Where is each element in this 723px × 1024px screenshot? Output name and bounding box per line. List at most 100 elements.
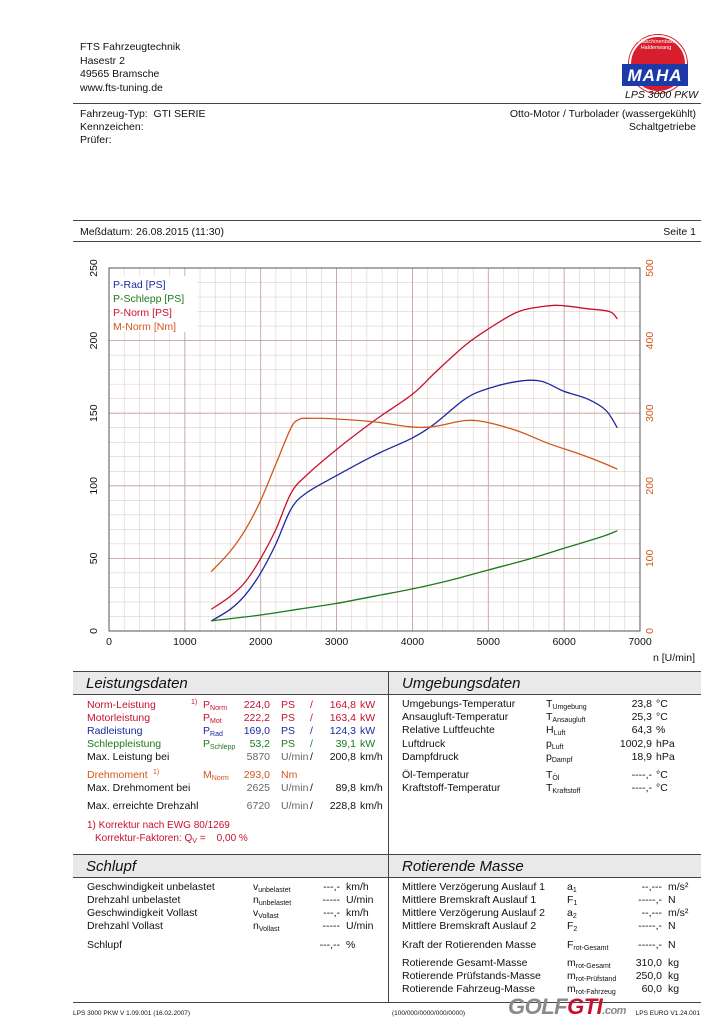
- series-point-3: [275, 463, 277, 465]
- row-unit: °C: [656, 782, 668, 794]
- symbol: a: [567, 907, 573, 919]
- series-point-3: [245, 528, 246, 530]
- series-line-1: [211, 530, 618, 622]
- footer-mid: (100/000/0000/000/0000): [392, 1010, 466, 1017]
- row-label: Motorleistung: [87, 712, 151, 724]
- series-point-2: [412, 393, 413, 395]
- y-right-tick-label: 500: [644, 259, 656, 277]
- row-value: --,---: [641, 881, 662, 893]
- series-point-2: [211, 608, 212, 610]
- row-value: -----,-: [638, 939, 662, 951]
- legend-entry: P-Norm [PS]: [113, 307, 172, 319]
- series-point-0: [290, 508, 292, 510]
- separator: /: [310, 725, 313, 737]
- row-label: Dampfdruck: [402, 751, 459, 763]
- umgebung-row: Umgebungs-Temperatur TUmgebung 23,8 °C: [0, 698, 700, 711]
- series-point-2: [518, 311, 520, 312]
- series-point-3: [260, 499, 262, 501]
- row-value: -----: [322, 894, 340, 906]
- row-value: 18,9: [631, 751, 652, 763]
- row-unit: m/s²: [668, 881, 689, 893]
- type-label: Fahrzeug-Typ:: [80, 108, 148, 120]
- x-tick-label: 4000: [401, 636, 425, 648]
- value-rpm: 5870: [246, 751, 270, 763]
- row-label: Rotierende Fahrzeug-Masse: [402, 983, 536, 995]
- value-ps: 224,0: [243, 699, 270, 711]
- symbol-cell: TÖl: [546, 769, 559, 782]
- symbol-cell: PMot: [203, 712, 222, 725]
- row-value: 64,3: [631, 724, 652, 736]
- value-kw: 124,3: [329, 725, 356, 737]
- chart-series: [210, 304, 618, 622]
- x-tick-label: 0: [106, 636, 112, 648]
- separator: /: [310, 712, 313, 724]
- symbol: P: [203, 738, 211, 750]
- series-point-3: [601, 462, 603, 463]
- series-point-1: [563, 547, 565, 549]
- row-label: Kraftstoff-Temperatur: [402, 782, 501, 794]
- symbol-cell: TAnsaugluft: [546, 711, 586, 724]
- column-divider: [388, 854, 389, 1002]
- row-value: -----,-: [638, 920, 662, 932]
- series-point-2: [336, 449, 337, 450]
- row-value: ---,-: [323, 907, 340, 919]
- row-unit: °C: [656, 698, 668, 710]
- unit-ps: PS: [281, 712, 296, 724]
- series-point-0: [374, 454, 375, 456]
- row-value: --,---: [641, 907, 662, 919]
- symbol-subscript: Vollast: [258, 913, 279, 920]
- row-label: Drehzahl Vollast: [87, 920, 163, 932]
- symbol-cell: TUmgebung: [546, 698, 587, 711]
- series-point-0: [336, 475, 337, 477]
- row-value: 23,8: [631, 698, 652, 710]
- unit-ps: PS: [281, 699, 296, 711]
- series-line-2: [211, 304, 618, 610]
- leistung-row: Norm-Leistung 1) PNorm 224,0 PS / 164,8 kW: [0, 699, 388, 712]
- symbol-subscript: rot-Gesamt: [573, 945, 609, 952]
- row-value: 310,0: [635, 957, 662, 969]
- series-point-1: [374, 595, 375, 597]
- watermark-a: GOLF: [508, 994, 568, 1019]
- symbol-cell: F1: [567, 894, 577, 907]
- row-label: Mittlere Verzögerung Auslauf 1: [402, 881, 546, 893]
- separator: /: [310, 699, 313, 711]
- unit-speed: km/h: [360, 782, 383, 794]
- symbol-cell: nVollast: [253, 920, 279, 933]
- series-point-3: [465, 420, 466, 421]
- y-left-tick-label: 0: [88, 628, 100, 634]
- symbol-subscript: Luft: [551, 744, 564, 751]
- symbol-cell: PNorm: [203, 699, 227, 712]
- rotierend-row: Mittlere Bremskraft Auslauf 2 F2 -----,- N: [0, 920, 700, 933]
- symbol-cell: mrot-Prüfstand: [567, 970, 616, 983]
- symbol: T: [546, 698, 553, 710]
- row-unit: °C: [656, 769, 668, 781]
- series-point-3: [374, 421, 375, 423]
- series-point-2: [563, 305, 565, 307]
- series-point-0: [434, 422, 436, 424]
- product-name: LPS 3000 PKW: [625, 89, 698, 101]
- schlupf-row: Geschwindigkeit Vollast vVollast ---,- km/h: [0, 907, 700, 920]
- value-kw: 163,4: [329, 712, 356, 724]
- row-value: 250,0: [635, 970, 662, 982]
- symbol-cell: pDampf: [546, 751, 572, 764]
- symbol-subscript: unbelastet: [258, 900, 292, 907]
- chart-grid: [108, 267, 641, 632]
- series-point-1: [601, 536, 603, 538]
- symbol-subscript: Dampf: [551, 757, 573, 764]
- symbol: p: [546, 738, 552, 750]
- series-point-1: [487, 569, 489, 571]
- leistung-row: Motorleistung PMot 222,2 PS / 163,4 kW: [0, 712, 388, 725]
- section-band: [73, 854, 701, 878]
- row-label: Norm-Leistung: [87, 699, 156, 711]
- company-city: 49565 Bramsche: [80, 68, 160, 80]
- series-point-1: [449, 579, 451, 581]
- value-ps: 169,0: [243, 725, 270, 737]
- row-value: ----,-: [631, 782, 652, 794]
- footnote-mark: 1): [191, 699, 198, 706]
- schlupf-row: Schlupf ---,--%: [0, 939, 700, 952]
- schlupf-row: Drehzahl Vollast nVollast ----- U/min: [0, 920, 700, 933]
- unit-kw: kW: [360, 738, 376, 750]
- symbol-cell: mrot-Gesamt: [567, 957, 611, 970]
- x-tick-label: 1000: [173, 636, 197, 648]
- footnote-line-2: Korrektur-Faktoren: QV = 0,00 %: [95, 833, 248, 845]
